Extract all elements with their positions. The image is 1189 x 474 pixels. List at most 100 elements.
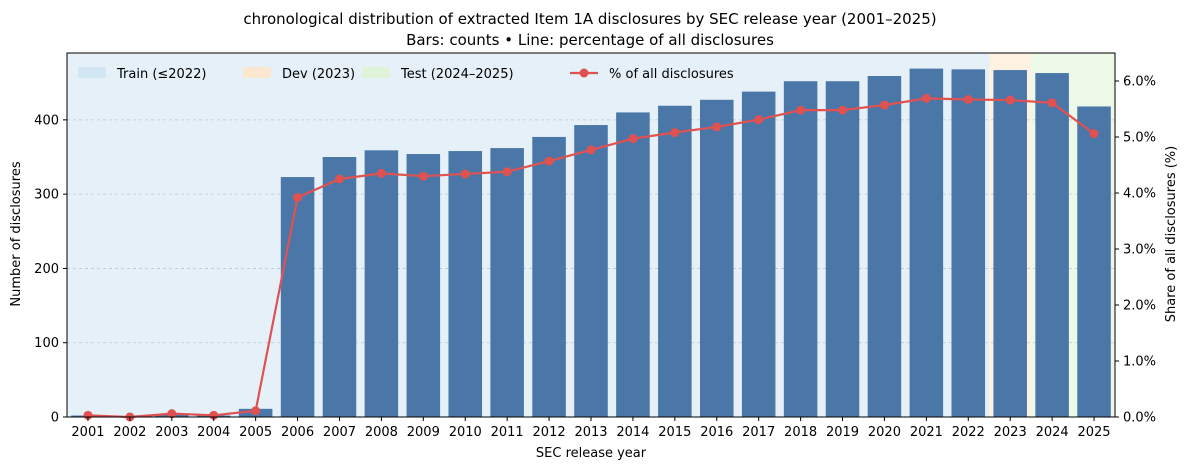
legend-dev-label: Dev (2023) <box>282 67 355 82</box>
x-tick-label-2002: 2002 <box>113 425 146 440</box>
x-tick-label-2019: 2019 <box>826 425 859 440</box>
y-left-tick-label-2: 200 <box>34 262 59 277</box>
axes: 2001 2002 2003 2004 2005 2006 2007 2008 2009 2010… <box>34 52 1156 440</box>
bar-2016 <box>699 99 734 418</box>
bar-2013 <box>574 125 608 418</box>
bar-series <box>71 68 1111 418</box>
x-tick-label-2022: 2022 <box>952 425 985 440</box>
bar-2025 <box>1077 106 1111 417</box>
pct-point-2011 <box>502 167 512 177</box>
bar-2012 <box>532 136 566 417</box>
bar-2015 <box>658 105 692 417</box>
legend: Train (≤2022) Dev (2023) Test (2024–2025)%… <box>78 67 734 82</box>
pct-point-2001 <box>83 410 93 420</box>
pct-point-2007 <box>334 174 344 184</box>
y-right-tick-label-1: 1.0% <box>1123 355 1156 370</box>
bar-2008 <box>364 150 399 418</box>
bar-2022 <box>951 69 986 417</box>
x-tick-label-2021: 2021 <box>910 425 943 440</box>
pct-point-2008 <box>376 168 386 178</box>
bar-2020 <box>867 76 902 418</box>
x-tick-label-2005: 2005 <box>239 425 272 440</box>
bar-2014 <box>616 112 650 417</box>
legend-test-label: Test (2024–2025) <box>400 67 514 82</box>
x-tick-label-2015: 2015 <box>658 425 691 440</box>
y-left-tick-label-1: 100 <box>34 336 59 351</box>
y-left-tick-label-4: 400 <box>34 113 59 128</box>
x-tick-label-2010: 2010 <box>449 425 482 440</box>
line-series <box>83 93 1099 422</box>
x-tick-label-2024: 2024 <box>1036 425 1069 440</box>
bar-2006 <box>280 177 315 417</box>
pct-point-2005 <box>251 406 261 416</box>
legend-dev-swatch <box>243 67 271 78</box>
x-tick-label-2007: 2007 <box>323 425 356 440</box>
y-right-tick-label-0: 0.0% <box>1123 411 1156 426</box>
pct-point-2009 <box>418 171 428 181</box>
y-right-tick-label-3: 3.0% <box>1123 243 1156 258</box>
x-tick-label-2011: 2011 <box>491 425 524 440</box>
pct-point-2020 <box>879 100 889 110</box>
pct-point-2004 <box>209 410 219 420</box>
chart-subtitle: Bars: counts • Line: percentage of all d… <box>406 31 774 49</box>
legend-pct-swatch-marker <box>579 68 589 78</box>
legend-pct-label: % of all disclosures <box>609 67 734 82</box>
x-tick-label-2023: 2023 <box>994 425 1027 440</box>
legend-train-swatch <box>78 67 106 78</box>
x-tick-label-2003: 2003 <box>155 425 188 440</box>
pct-point-2018 <box>796 105 806 115</box>
bar-2010 <box>448 151 483 418</box>
y-axis-label-right: Share of all disclosures (%) <box>1164 146 1179 322</box>
x-tick-label-2016: 2016 <box>700 425 733 440</box>
x-tick-label-2008: 2008 <box>365 425 398 440</box>
pct-point-2012 <box>544 156 554 166</box>
bar-2017 <box>741 91 776 417</box>
y-axis-label-left: Number of disclosures <box>9 161 24 306</box>
x-tick-label-2014: 2014 <box>616 425 649 440</box>
bar-2018 <box>783 81 818 417</box>
chart-title: chronological distribution of extracted … <box>243 10 936 28</box>
x-tick-label-2009: 2009 <box>407 425 440 440</box>
x-tick-label-2017: 2017 <box>742 425 775 440</box>
bar-2024 <box>1035 73 1069 418</box>
bar-2007 <box>322 157 357 417</box>
x-tick-label-2025: 2025 <box>1077 425 1110 440</box>
pct-point-2014 <box>628 134 638 144</box>
pct-point-2022 <box>963 94 973 104</box>
x-tick-label-2012: 2012 <box>533 425 566 440</box>
y-right-tick-label-2: 2.0% <box>1123 299 1156 314</box>
pct-point-2021 <box>921 93 931 103</box>
x-tick-label-2013: 2013 <box>574 425 607 440</box>
bar-2011 <box>490 148 524 418</box>
x-tick-label-2006: 2006 <box>281 425 314 440</box>
x-tick-label-2004: 2004 <box>197 425 230 440</box>
y-right-tick-label-6: 6.0% <box>1123 75 1156 90</box>
pct-point-2025 <box>1089 129 1099 139</box>
x-tick-label-2018: 2018 <box>784 425 817 440</box>
y-right-tick-label-4: 4.0% <box>1123 187 1156 202</box>
y-left-tick-label-3: 300 <box>34 188 59 203</box>
bar-2009 <box>406 154 441 417</box>
bar-2023 <box>993 70 1027 417</box>
pct-point-2023 <box>1005 95 1015 105</box>
bar-2021 <box>909 68 944 417</box>
pct-point-2013 <box>586 145 596 155</box>
bar-2019 <box>825 81 860 417</box>
pct-point-2015 <box>670 128 680 138</box>
x-tick-label-2001: 2001 <box>71 425 104 440</box>
pct-point-2016 <box>712 122 722 132</box>
x-axis-label: SEC release year <box>536 446 647 461</box>
pct-point-2003 <box>167 409 177 419</box>
y-right-tick-label-5: 5.0% <box>1123 131 1156 146</box>
pct-point-2010 <box>460 169 470 179</box>
pct-point-2019 <box>838 105 848 115</box>
x-tick-label-2020: 2020 <box>868 425 901 440</box>
pct-point-2006 <box>293 192 303 202</box>
pct-point-2024 <box>1047 98 1057 108</box>
y-left-tick-label-0: 0 <box>51 411 59 426</box>
legend-train-label: Train (≤2022) <box>116 67 206 82</box>
pct-point-2017 <box>754 115 764 125</box>
legend-test-swatch <box>362 67 390 78</box>
